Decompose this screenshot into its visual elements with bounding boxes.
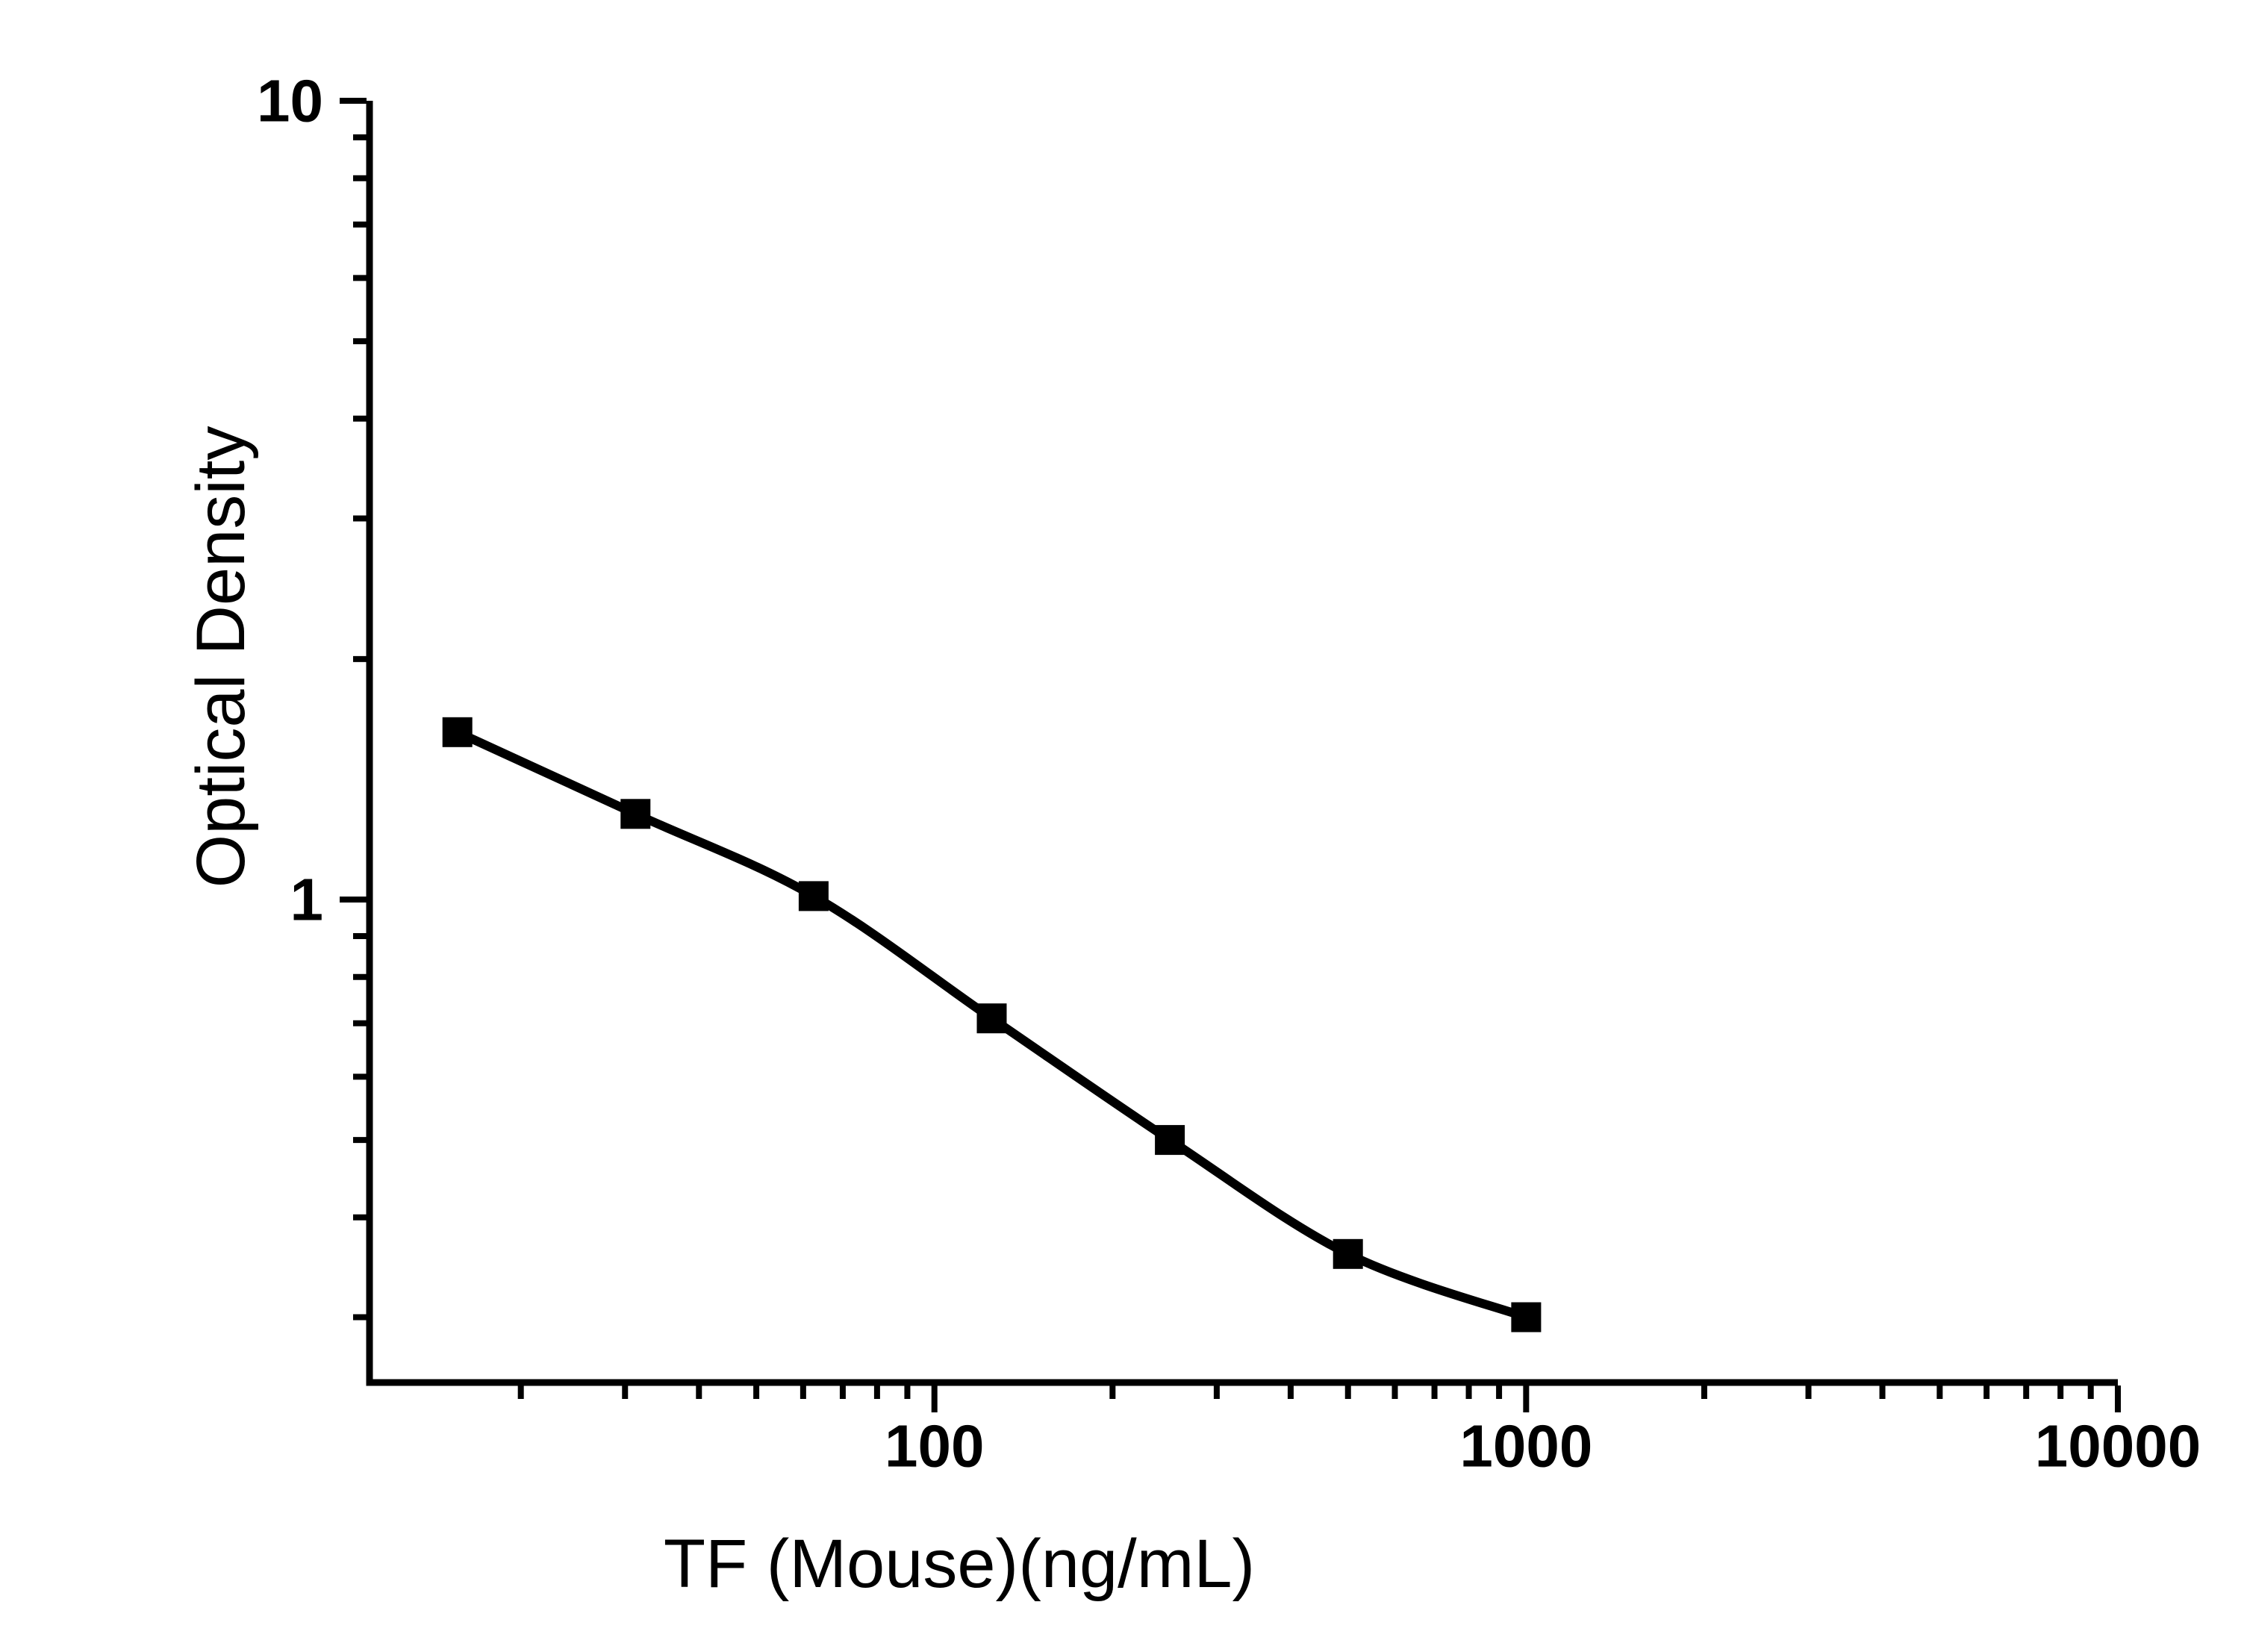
x-tick-label: 10000 [2035,1413,2201,1480]
data-point-marker [798,881,829,911]
data-point-marker [1333,1238,1363,1269]
y-axis-title: Optical Density [183,426,259,888]
data-point-marker [620,799,651,829]
y-tick-label: 10 [257,68,323,134]
data-point-marker [1155,1125,1185,1156]
axis-frame [366,101,2118,1386]
x-tick-label: 100 [885,1413,984,1480]
x-axis-title: TF (Mouse)(ng/mL) [664,1526,1255,1602]
data-point-marker [442,717,473,747]
data-point-markers [442,717,1542,1332]
y-tick-label: 1 [290,866,324,932]
axis-tick-labels: 100 1000 10000 10 1 [257,68,2201,1480]
axis-ticks [340,98,2121,1412]
data-point-marker [1511,1302,1542,1332]
x-tick-label: 1000 [1459,1413,1592,1480]
data-point-marker [976,1003,1007,1034]
